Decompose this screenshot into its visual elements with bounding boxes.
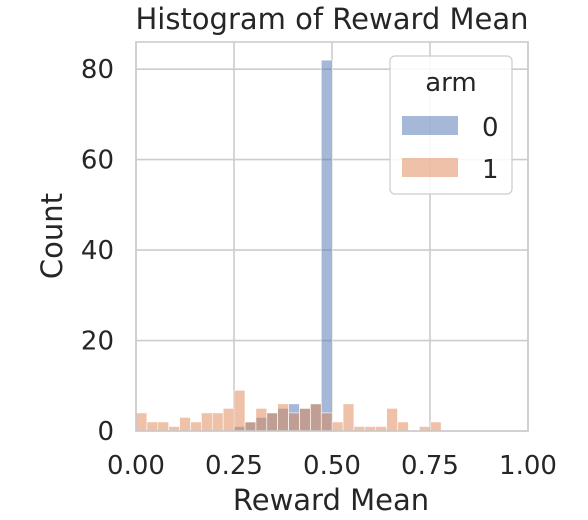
bar-arm-0 (320, 59, 333, 432)
y-tick-label: 80 (81, 55, 114, 85)
y-tick-label: 20 (81, 327, 114, 357)
x-tick-label: 0.75 (401, 451, 459, 481)
bar-arm-1 (179, 417, 191, 432)
bar-arm-1 (135, 412, 148, 432)
tick-labels: 0.00 0.25 0.50 0.75 1.00 0 20 40 60 80 (81, 55, 557, 481)
y-tick-label: 60 (81, 146, 114, 176)
x-tick-label: 0.25 (205, 451, 263, 481)
bar-arm-1 (331, 421, 344, 432)
x-axis-label: Reward Mean (233, 483, 429, 517)
bar-arm-1 (397, 421, 409, 432)
bar-arm-1 (266, 412, 278, 432)
chart-title: Histogram of Reward Mean (135, 2, 528, 36)
bar-arm-1 (310, 403, 322, 432)
bar-arm-1 (211, 412, 224, 432)
legend-label-arm-0: 0 (482, 113, 499, 143)
plot-frame (135, 41, 529, 432)
bar-arm-1 (233, 389, 246, 432)
legend-label-arm-1: 1 (482, 155, 499, 185)
bar-arm-1 (288, 412, 300, 432)
bar-arm-1 (201, 412, 213, 432)
bar-arm-1 (157, 421, 169, 432)
x-tick-label: 1.00 (499, 451, 557, 481)
x-tick-label: 0.00 (107, 451, 165, 481)
bar-arm-1 (222, 408, 235, 432)
bar-arm-1 (320, 412, 333, 432)
bar-arm-1 (244, 421, 257, 432)
bar-arm-1 (277, 403, 289, 432)
bar-arm-1 (299, 408, 311, 432)
legend-swatch-arm-0 (402, 116, 458, 135)
y-axis-label: Count (35, 193, 69, 279)
bar-arm-1 (429, 421, 442, 432)
legend-swatch-arm-1 (402, 158, 458, 177)
bar-arm-1 (146, 421, 159, 432)
legend-title: arm (425, 68, 477, 98)
x-tick-label: 0.50 (303, 451, 361, 481)
bar-arm-1 (386, 408, 398, 432)
bar-arm-1 (255, 408, 268, 432)
bar-arm-1 (342, 403, 355, 432)
legend: arm 0 1 (389, 55, 513, 195)
bar-arm-1 (190, 421, 202, 432)
y-tick-label: 0 (97, 417, 114, 447)
y-tick-label: 40 (81, 236, 114, 266)
